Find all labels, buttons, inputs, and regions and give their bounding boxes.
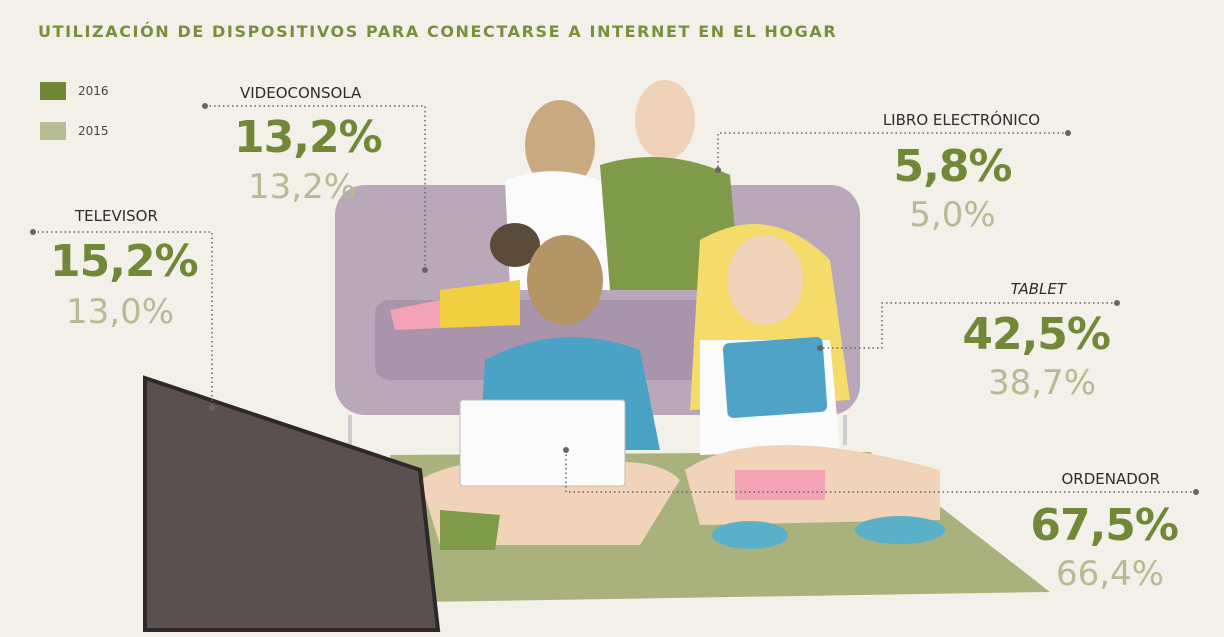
- tv: [145, 378, 438, 630]
- device-name: ORDENADOR: [1061, 472, 1160, 487]
- value-2016: 67,5%: [1030, 504, 1178, 548]
- father-head: [635, 80, 695, 160]
- legend-label: 2016: [78, 85, 109, 97]
- value-2015: 38,7%: [988, 366, 1096, 400]
- device-name: TELEVISOR: [75, 209, 158, 224]
- laptop: [460, 400, 625, 486]
- value-2016: 42,5%: [962, 313, 1110, 357]
- girl-head: [727, 235, 803, 325]
- legend-swatch-2015: [40, 122, 66, 140]
- title: UTILIZACIÓN DE DISPOSITIVOS PARA CONECTA…: [38, 24, 837, 40]
- value-2015: 13,2%: [248, 170, 356, 204]
- infographic: UTILIZACIÓN DE DISPOSITIVOS PARA CONECTA…: [0, 0, 1224, 637]
- value-2015: 5,0%: [870, 198, 1035, 232]
- value-2016: 15,2%: [50, 240, 198, 284]
- value-2015: 13,0%: [66, 295, 174, 329]
- device-name: TABLET: [1011, 282, 1066, 297]
- device-name: LIBRO ELECTRÓNICO: [883, 113, 1040, 128]
- device-name: VIDEOCONSOLA: [240, 86, 361, 101]
- tablet: [723, 337, 828, 419]
- legend-swatch-2016: [40, 82, 66, 100]
- value-2016: 13,2%: [234, 116, 382, 160]
- legend-label: 2015: [78, 125, 109, 137]
- value-2015: 66,4%: [1056, 557, 1164, 591]
- value-2016: 5,8%: [870, 145, 1035, 189]
- teen-head: [527, 235, 603, 325]
